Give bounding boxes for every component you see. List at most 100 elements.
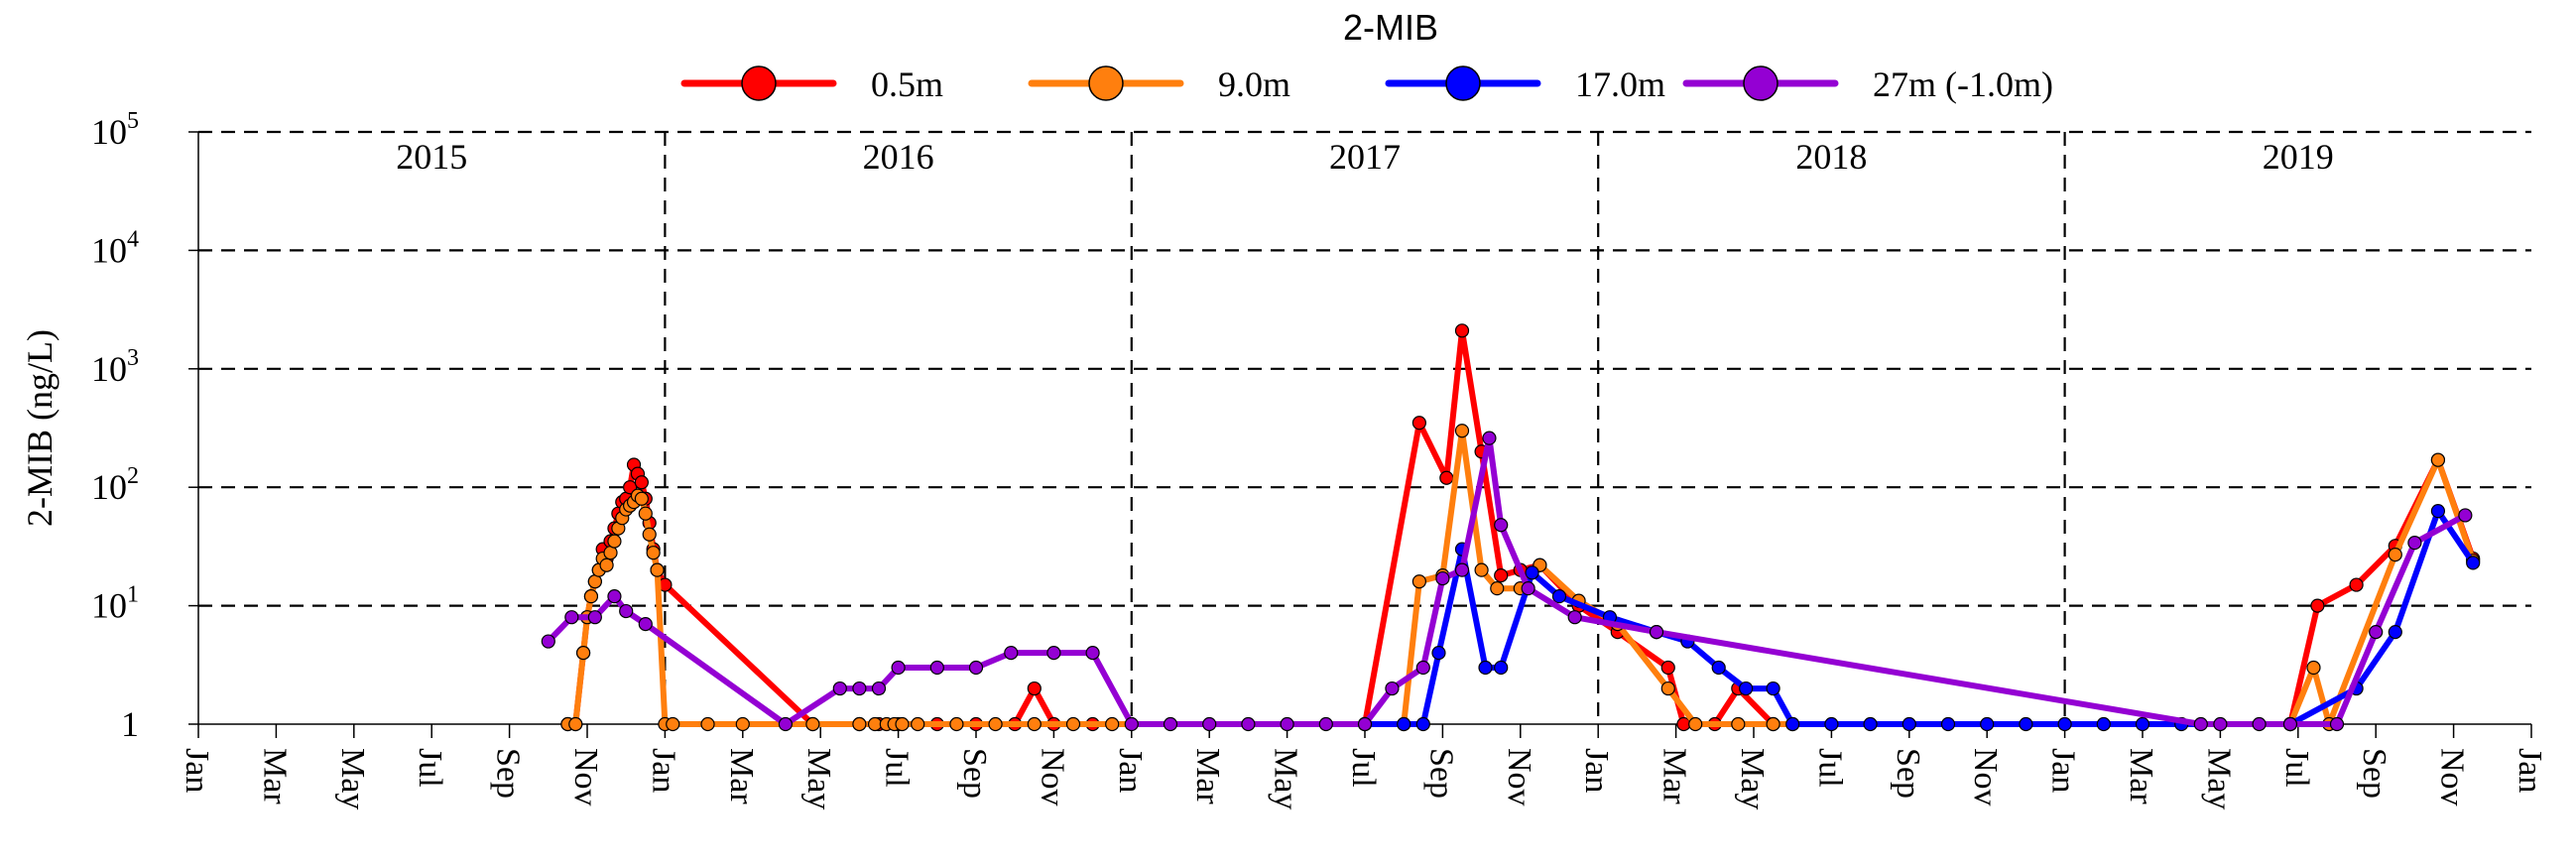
- data-point: [1980, 716, 1995, 732]
- data-point: [1494, 660, 1509, 676]
- x-tick-label: Nov: [1967, 748, 2004, 806]
- data-point: [575, 646, 591, 661]
- data-point: [1521, 581, 1535, 596]
- series-0-5m: [560, 323, 2481, 732]
- data-point: [564, 610, 579, 625]
- legend-item: 17.0m: [1385, 64, 1665, 104]
- data-point: [2282, 716, 2298, 732]
- x-tick-label: Jan: [179, 748, 215, 793]
- data-point: [1431, 646, 1446, 661]
- data-point: [1731, 716, 1746, 732]
- data-point: [607, 589, 622, 604]
- y-tick-label: 102: [91, 463, 139, 507]
- data-point: [1478, 660, 1493, 676]
- data-point: [642, 527, 657, 542]
- data-point: [1824, 716, 1839, 732]
- x-tick-label: Sep: [956, 748, 993, 799]
- data-point: [1688, 716, 1703, 732]
- data-point: [1241, 716, 1256, 732]
- legend-item: 0.5m: [680, 64, 943, 104]
- data-point: [1525, 565, 1539, 580]
- data-point: [634, 475, 649, 490]
- data-point: [1454, 424, 1470, 438]
- data-point: [1439, 470, 1454, 485]
- x-tick-label: Nov: [1034, 748, 1070, 806]
- data-point: [2466, 556, 2481, 570]
- data-point: [2252, 716, 2267, 732]
- legend-marker: [1743, 65, 1779, 101]
- data-point: [1551, 589, 1567, 604]
- x-tick-label: Jul: [412, 748, 448, 788]
- data-point: [2430, 452, 2446, 467]
- grid: [198, 130, 2531, 724]
- data-point: [1660, 681, 1675, 696]
- data-point: [2349, 577, 2364, 592]
- data-point: [895, 716, 910, 732]
- data-point: [1065, 716, 1081, 732]
- data-point: [911, 716, 925, 732]
- x-tick-label: May: [800, 748, 837, 809]
- y-tick-label: 101: [91, 582, 139, 626]
- y-tick-label: 104: [91, 226, 139, 270]
- x-tick-label: Mar: [723, 748, 760, 805]
- y-tick-label: 1: [121, 704, 139, 744]
- series-17-0m: [1357, 504, 2481, 732]
- x-tick-label: Mar: [256, 748, 293, 805]
- x-tick-label: Jan: [2512, 748, 2548, 793]
- data-point: [778, 716, 794, 732]
- y-tick-label: 105: [91, 108, 139, 152]
- x-tick-label: Nov: [567, 748, 604, 806]
- data-point: [735, 716, 750, 732]
- data-point: [2135, 716, 2150, 732]
- data-point: [1411, 416, 1426, 431]
- data-point: [871, 681, 887, 696]
- x-tick-label: Jan: [1578, 748, 1615, 793]
- data-point: [2057, 716, 2072, 732]
- data-point: [2019, 716, 2033, 732]
- x-tick-label: Mar: [1189, 748, 1226, 805]
- series-group: [541, 323, 2481, 732]
- data-point: [2388, 624, 2402, 640]
- data-point: [1397, 716, 1411, 732]
- data-point: [2388, 547, 2402, 562]
- data-point: [1415, 716, 1430, 732]
- data-point: [891, 660, 906, 676]
- series-line: [564, 327, 2477, 727]
- data-point: [1660, 660, 1675, 676]
- data-point: [1474, 562, 1489, 577]
- legend-item: 9.0m: [1028, 64, 1290, 104]
- year-label: 2016: [863, 137, 934, 177]
- data-point: [1711, 660, 1726, 676]
- data-point: [1785, 716, 1800, 732]
- year-label: 2017: [1329, 137, 1401, 177]
- data-point: [2407, 536, 2422, 551]
- data-point: [646, 546, 661, 560]
- data-point: [1280, 716, 1294, 732]
- data-point: [2096, 716, 2111, 732]
- legend-marker: [1088, 65, 1124, 101]
- series-line: [1362, 508, 2477, 727]
- data-point: [650, 562, 665, 577]
- x-tick-label: Nov: [1501, 748, 1537, 806]
- data-point: [1318, 716, 1333, 732]
- year-label: 2015: [396, 137, 467, 177]
- data-point: [1435, 570, 1450, 586]
- x-tick-label: May: [1268, 748, 1304, 809]
- data-point: [968, 660, 984, 676]
- data-point: [607, 534, 622, 549]
- data-point: [583, 589, 599, 604]
- data-point: [1454, 323, 1470, 338]
- x-tick-label: Jul: [1345, 748, 1382, 788]
- data-point: [852, 716, 867, 732]
- data-point: [638, 506, 653, 521]
- legend-label: 17.0m: [1575, 64, 1665, 104]
- data-point: [541, 634, 555, 649]
- year-label: 2019: [2263, 137, 2334, 177]
- x-tick-label: Jan: [645, 748, 681, 793]
- data-point: [2369, 624, 2384, 640]
- data-point: [1046, 646, 1061, 661]
- data-point: [832, 681, 847, 696]
- year-label: 2018: [1795, 137, 1867, 177]
- data-point: [568, 716, 583, 732]
